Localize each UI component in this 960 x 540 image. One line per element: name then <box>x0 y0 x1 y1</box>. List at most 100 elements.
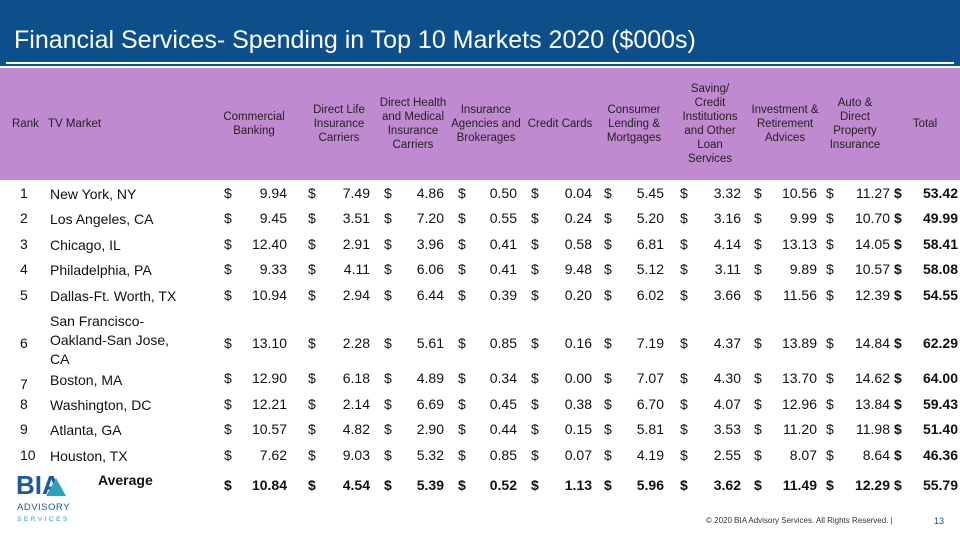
dollar-sign: $ <box>458 287 466 303</box>
dollar-sign: $ <box>894 421 902 437</box>
total-cell: 59.43 <box>922 396 958 412</box>
total-cell: 53.42 <box>922 185 958 201</box>
dollar-sign: $ <box>531 236 539 252</box>
rank-cell: 1 <box>20 185 28 201</box>
value-cell: 5.45 <box>636 185 664 201</box>
dollar-sign: $ <box>604 447 612 463</box>
dollar-sign: $ <box>826 185 834 201</box>
column-header-insurance-agencies: Insurance Agencies and Brokerages <box>451 104 521 144</box>
value-cell: 12.96 <box>781 396 817 412</box>
column-header-direct-life: Direct Life Insurance Carriers <box>313 104 365 144</box>
value-cell: 10.70 <box>854 210 890 226</box>
dollar-sign: $ <box>894 236 902 252</box>
market-cell: Dallas-Ft. Worth, TX <box>50 288 177 304</box>
value-cell: 5.32 <box>416 447 444 463</box>
value-cell: 6.06 <box>416 261 444 277</box>
value-cell: 10.94 <box>251 287 287 303</box>
dollar-sign: $ <box>680 335 688 351</box>
dollar-sign: $ <box>894 335 902 351</box>
total-cell: 62.29 <box>922 335 958 351</box>
copyright-footer: © 2020 BIA Advisory Services. All Rights… <box>706 516 893 525</box>
rank-cell: 9 <box>20 421 28 437</box>
value-cell: 3.11 <box>714 261 741 277</box>
value-cell: 0.58 <box>564 236 592 252</box>
market-cell: New York, NY <box>50 186 137 202</box>
dollar-sign: $ <box>754 185 762 201</box>
dollar-sign: $ <box>826 335 834 351</box>
dollar-sign: $ <box>531 335 539 351</box>
column-header-credit-cards: Credit Cards <box>527 118 593 130</box>
value-cell: 5.12 <box>636 261 664 277</box>
value-cell: 14.62 <box>854 370 890 386</box>
dollar-sign: $ <box>531 396 539 412</box>
value-cell: 0.24 <box>564 210 592 226</box>
dollar-sign: $ <box>604 210 612 226</box>
dollar-sign: $ <box>458 236 466 252</box>
average-value-cell: 0.52 <box>489 477 517 493</box>
dollar-sign: $ <box>680 261 688 277</box>
dollar-sign: $ <box>531 421 539 437</box>
column-header-total: Total <box>912 118 938 130</box>
dollar-sign: $ <box>680 236 688 252</box>
dollar-sign: $ <box>224 261 232 277</box>
value-cell: 5.81 <box>636 421 664 437</box>
value-cell: 0.04 <box>564 185 592 201</box>
value-cell: 0.07 <box>564 447 592 463</box>
dollar-sign: $ <box>604 421 612 437</box>
value-cell: 8.64 <box>862 447 890 463</box>
dollar-sign: $ <box>224 236 232 252</box>
logo-triangle-icon <box>46 478 66 496</box>
dollar-sign: $ <box>604 335 612 351</box>
value-cell: 6.69 <box>416 396 444 412</box>
dollar-sign: $ <box>384 370 392 386</box>
value-cell: 12.21 <box>251 396 287 412</box>
column-header-market: TV Market <box>48 118 102 130</box>
value-cell: 13.84 <box>854 396 890 412</box>
column-header-consumer-lending: Consumer Lending & Mortgages <box>606 104 662 144</box>
value-cell: 10.57 <box>251 421 287 437</box>
dollar-sign: $ <box>384 447 392 463</box>
value-cell: 0.34 <box>489 370 517 386</box>
market-cell: San Francisco- Oakland-San Jose, CA <box>50 313 170 367</box>
value-cell: 9.99 <box>789 210 817 226</box>
value-cell: 4.30 <box>713 370 741 386</box>
column-header-commercial-banking: Commercial Banking <box>223 111 285 137</box>
dollar-sign: $ <box>308 210 316 226</box>
dollar-sign: $ <box>384 236 392 252</box>
value-cell: 4.14 <box>713 236 741 252</box>
dollar-sign: $ <box>531 185 539 201</box>
dollar-sign: $ <box>224 421 232 437</box>
average-value-cell: 11.49 <box>782 477 817 493</box>
value-cell: 7.49 <box>342 185 370 201</box>
dollar-sign: $ <box>531 370 539 386</box>
value-cell: 11.98 <box>856 421 890 437</box>
dollar-sign: $ <box>754 396 762 412</box>
column-header-rank: Rank <box>12 118 39 130</box>
value-cell: 14.84 <box>854 335 890 351</box>
average-value-cell: 10.84 <box>251 477 287 493</box>
dollar-sign: $ <box>308 185 316 201</box>
dollar-sign: $ <box>531 447 539 463</box>
column-header-investment: Investment & Retirement Advices <box>751 104 819 144</box>
value-cell: 3.16 <box>713 210 741 226</box>
total-cell: 54.55 <box>922 287 958 303</box>
value-cell: 3.51 <box>342 210 370 226</box>
value-cell: 14.05 <box>854 236 890 252</box>
title-underline <box>6 62 954 64</box>
dollar-sign: $ <box>754 210 762 226</box>
dollar-sign: $ <box>308 421 316 437</box>
value-cell: 6.44 <box>416 287 444 303</box>
market-cell: Houston, TX <box>50 448 128 464</box>
dollar-sign: $ <box>224 477 232 493</box>
dollar-sign: $ <box>224 185 232 201</box>
dollar-sign: $ <box>680 421 688 437</box>
dollar-sign: $ <box>826 447 834 463</box>
value-cell: 13.10 <box>251 335 287 351</box>
value-cell: 9.03 <box>342 447 370 463</box>
rank-cell: 8 <box>20 396 28 412</box>
value-cell: 7.20 <box>416 210 444 226</box>
value-cell: 0.00 <box>564 370 592 386</box>
value-cell: 2.90 <box>416 421 444 437</box>
total-cell: 58.41 <box>922 236 958 252</box>
table-header-band <box>0 68 960 180</box>
